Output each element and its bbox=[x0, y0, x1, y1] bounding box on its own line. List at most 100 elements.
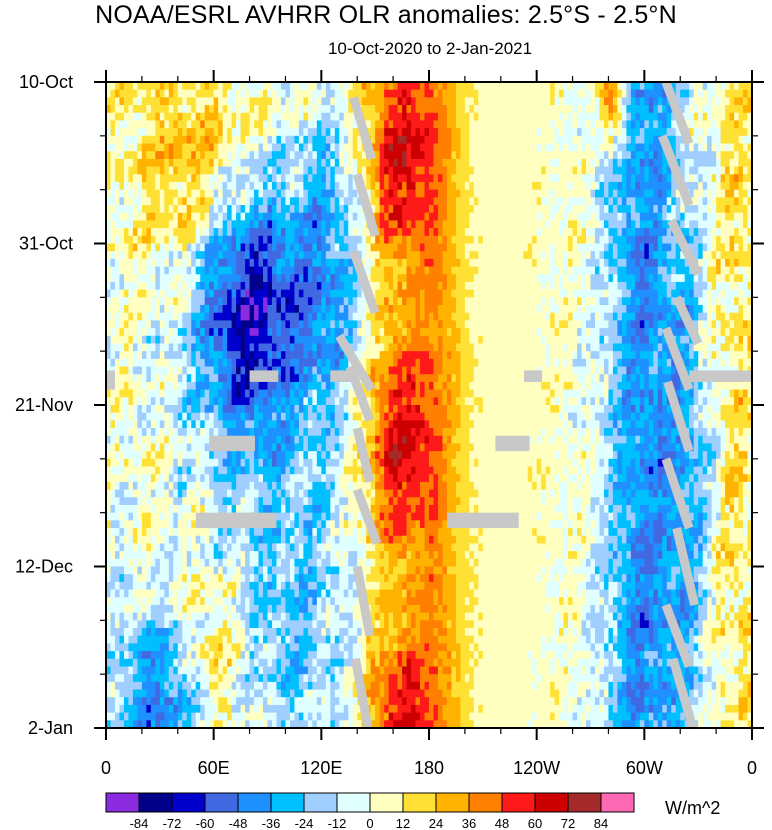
field-cell bbox=[379, 297, 385, 306]
field-cell bbox=[307, 281, 313, 291]
field-cell bbox=[280, 181, 286, 191]
field-cell bbox=[464, 305, 470, 314]
field-cell bbox=[693, 212, 699, 221]
field-cell bbox=[536, 266, 542, 275]
field-cell bbox=[334, 89, 340, 98]
field-cell bbox=[707, 289, 713, 298]
field-cell bbox=[464, 143, 470, 152]
field-cell bbox=[527, 281, 533, 291]
field-cell bbox=[191, 297, 197, 306]
field-cell bbox=[415, 174, 421, 183]
field-cell bbox=[289, 343, 295, 352]
field-cell bbox=[415, 128, 421, 137]
field-cell bbox=[541, 328, 547, 337]
field-cell bbox=[186, 120, 192, 129]
field-cell bbox=[478, 205, 484, 214]
field-cell bbox=[191, 112, 197, 121]
field-cell bbox=[568, 197, 573, 206]
field-cell bbox=[397, 181, 403, 191]
field-cell bbox=[110, 274, 116, 283]
field-cell bbox=[218, 105, 224, 114]
field-cell bbox=[200, 243, 206, 252]
field-cell bbox=[150, 235, 156, 244]
field-cell bbox=[177, 312, 183, 321]
field-cell bbox=[357, 205, 363, 214]
field-cell bbox=[442, 343, 448, 352]
field-cell bbox=[725, 158, 730, 167]
field-cell bbox=[330, 197, 336, 206]
field-cell bbox=[621, 89, 627, 98]
field-cell bbox=[379, 281, 385, 291]
field-cell bbox=[106, 228, 111, 237]
field-cell bbox=[114, 289, 120, 298]
field-cell bbox=[173, 120, 179, 129]
field-cell bbox=[209, 328, 215, 337]
field-cell bbox=[420, 289, 425, 298]
field-cell bbox=[725, 181, 730, 191]
field-cell bbox=[276, 189, 282, 198]
field-cell bbox=[644, 297, 650, 306]
field-cell bbox=[446, 97, 452, 106]
field-cell bbox=[617, 97, 623, 106]
field-cell bbox=[227, 135, 233, 144]
field-cell bbox=[415, 228, 421, 237]
field-cell bbox=[644, 128, 650, 137]
field-cell bbox=[254, 105, 259, 114]
field-cell bbox=[245, 120, 250, 129]
field-cell bbox=[123, 197, 129, 206]
field-cell bbox=[590, 89, 596, 98]
field-cell bbox=[541, 82, 547, 91]
field-cell bbox=[397, 328, 403, 337]
field-cell bbox=[106, 97, 111, 106]
field-cell bbox=[536, 328, 542, 337]
field-cell bbox=[545, 112, 551, 121]
field-cell bbox=[343, 312, 349, 321]
field-cell bbox=[554, 243, 560, 252]
field-cell bbox=[666, 105, 672, 114]
field-cell bbox=[289, 97, 295, 106]
field-cell bbox=[231, 105, 237, 114]
field-cell bbox=[554, 251, 560, 260]
field-cell bbox=[451, 166, 457, 175]
field-cell bbox=[420, 112, 425, 121]
field-cell bbox=[245, 281, 250, 291]
field-cell bbox=[612, 135, 618, 144]
field-cell bbox=[581, 197, 587, 206]
field-cell bbox=[267, 297, 273, 306]
field-cell bbox=[222, 135, 228, 144]
field-cell bbox=[621, 251, 627, 260]
field-cell bbox=[437, 151, 443, 160]
field-cell bbox=[716, 197, 721, 206]
field-cell bbox=[662, 151, 668, 160]
field-cell bbox=[518, 197, 524, 206]
field-cell bbox=[267, 151, 273, 160]
field-cell bbox=[240, 289, 246, 298]
field-cell bbox=[603, 181, 609, 191]
field-cell bbox=[298, 266, 304, 275]
field-cell bbox=[393, 281, 398, 291]
field-cell bbox=[559, 181, 564, 191]
field-cell bbox=[388, 205, 394, 214]
field-cell bbox=[146, 328, 152, 337]
field-cell bbox=[725, 143, 730, 152]
field-cell bbox=[177, 189, 183, 198]
field-cell bbox=[119, 281, 125, 291]
field-cell bbox=[545, 274, 551, 283]
field-cell bbox=[406, 181, 412, 191]
field-cell bbox=[545, 166, 551, 175]
field-cell bbox=[191, 97, 197, 106]
field-cell bbox=[123, 120, 129, 129]
field-cell bbox=[586, 328, 591, 337]
field-cell bbox=[563, 205, 569, 214]
field-cell bbox=[168, 120, 174, 129]
field-cell bbox=[698, 220, 704, 229]
field-cell bbox=[568, 135, 573, 144]
field-cell bbox=[559, 281, 564, 291]
field-cell bbox=[254, 266, 259, 275]
field-cell bbox=[747, 143, 753, 152]
field-cell bbox=[675, 312, 681, 321]
field-cell bbox=[280, 128, 286, 137]
field-cell bbox=[128, 258, 134, 267]
field-cell bbox=[509, 266, 515, 275]
field-cell bbox=[343, 82, 349, 91]
